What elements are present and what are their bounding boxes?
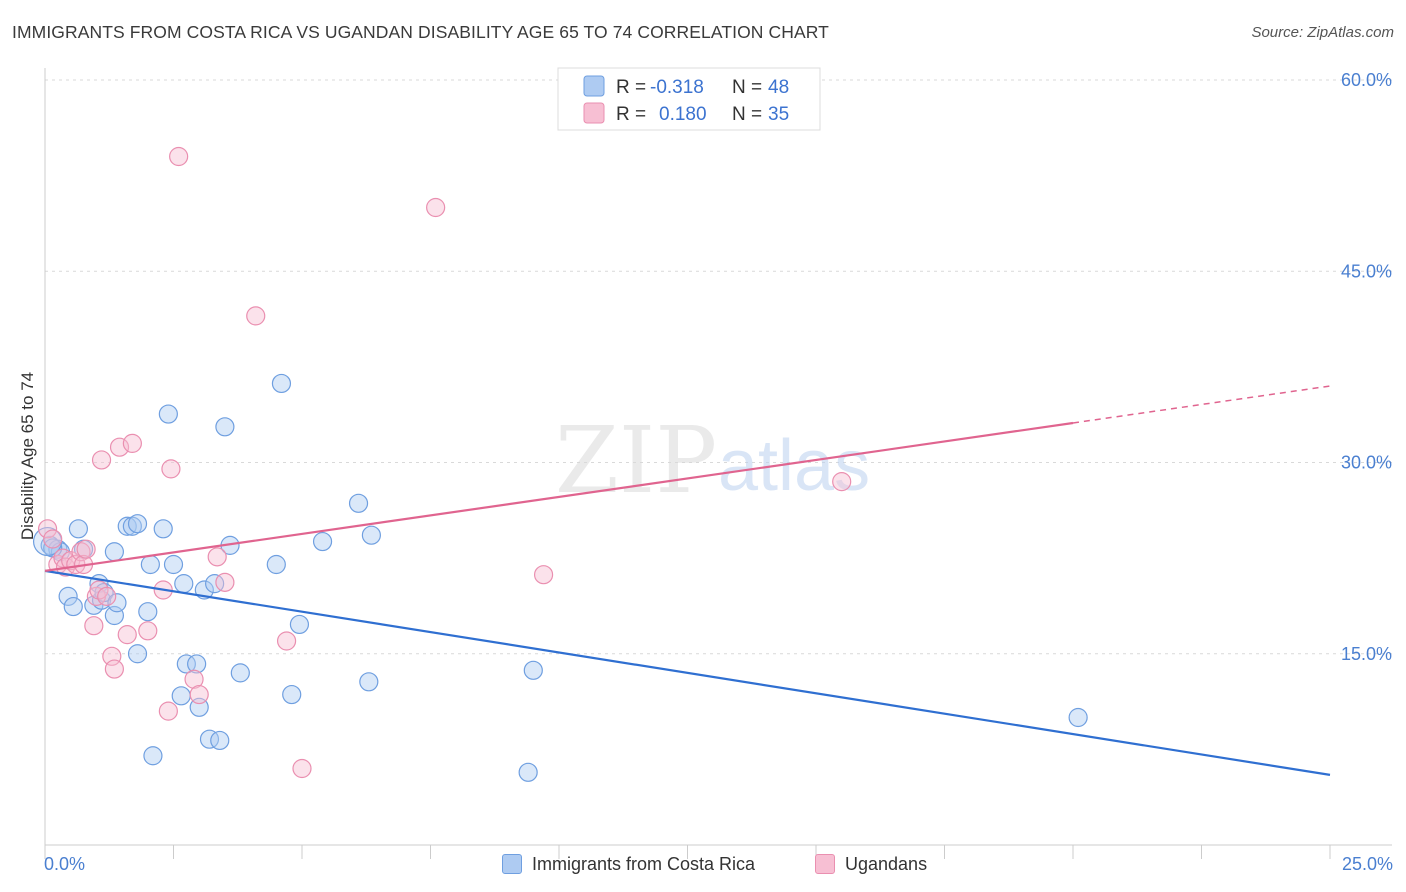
legend-swatch-ugandans — [815, 854, 835, 874]
costa-rica-point-43 — [361, 525, 381, 545]
ugandans-point-28 — [215, 572, 235, 592]
x-tick-label-1: 25.0% — [1342, 854, 1393, 874]
ugandans-point-26 — [189, 684, 209, 705]
ugandans-point-9 — [76, 539, 96, 559]
y-tick-label-2: 45.0% — [1341, 261, 1392, 281]
costa-rica-point-39 — [289, 614, 310, 635]
costa-rica-point-32 — [210, 730, 230, 751]
ugandans-point-33 — [533, 565, 554, 585]
ugandans-point-24 — [169, 146, 189, 167]
costa-rica-point-30 — [199, 729, 220, 749]
ugandans-point-34 — [832, 472, 852, 492]
ugandans-point-30 — [276, 631, 297, 651]
costa-rica-point-26 — [176, 654, 196, 674]
ugandans-point-25 — [184, 669, 204, 689]
legend-n-label-2: N = — [732, 104, 762, 125]
legend-swatch-costa-rica — [502, 854, 522, 874]
costa-rica-trend-line — [44, 569, 1331, 776]
costa-rica-point-41 — [348, 493, 369, 513]
legend-label-ugandans: Ugandans — [845, 853, 928, 874]
costa-rica-point-42 — [359, 672, 379, 692]
ugandans-point-23 — [161, 459, 181, 479]
ugandans-point-12 — [89, 580, 109, 600]
costa-rica-point-44 — [518, 762, 538, 782]
y-tick-label-0: 15.0% — [1341, 644, 1392, 664]
costa-rica-point-20 — [143, 746, 163, 766]
x-tick-label-0: 0.0% — [44, 854, 85, 874]
chart-title: IMMIGRANTS FROM COSTA RICA VS UGANDAN DI… — [12, 22, 829, 42]
costa-rica-point-35 — [230, 663, 250, 683]
costa-rica-point-18 — [138, 602, 158, 622]
ugandans-point-20 — [138, 621, 158, 641]
costa-rica-point-12 — [107, 593, 127, 613]
legend-n-label-1: N = — [732, 77, 762, 98]
ugandans-point-32 — [426, 197, 446, 218]
ugandans-point-27 — [207, 547, 227, 567]
legend-swatch-pink — [583, 102, 605, 124]
costa-rica-point-13 — [104, 542, 124, 562]
watermark: ZIP atlas — [555, 407, 870, 514]
legend-r-label-2: R = — [616, 104, 646, 125]
y-tick-label-1: 30.0% — [1341, 453, 1392, 473]
costa-rica-point-24 — [171, 686, 191, 706]
costa-rica-point-46 — [1068, 707, 1088, 728]
legend-n-value-1: 48 — [768, 77, 789, 98]
legend-r-value-2: 0.180 — [659, 104, 707, 125]
axes — [44, 68, 1392, 859]
costa-rica-point-22 — [158, 404, 178, 424]
costa-rica-point-36 — [266, 554, 286, 575]
costa-rica-point-17 — [127, 644, 148, 664]
costa-rica-point-5 — [68, 519, 89, 539]
legend-r-label-1: R = — [616, 77, 646, 98]
legend-item-ugandans: Ugandans — [815, 852, 927, 876]
costa-rica-point-38 — [282, 684, 302, 705]
ugandans-point-10 — [84, 616, 104, 636]
ugandans-point-0 — [37, 519, 58, 539]
trend-lines — [44, 385, 1331, 776]
ugandans-point-31 — [292, 758, 312, 779]
costa-rica-point-27 — [187, 654, 207, 674]
ugandans-trend-line — [44, 421, 1074, 572]
watermark-zip: ZIP — [555, 407, 717, 514]
costa-rica-point-25 — [174, 574, 194, 594]
watermark-atlas: atlas — [718, 426, 870, 506]
ugandans-point-22 — [158, 701, 178, 721]
legend-n-value-2: 35 — [768, 104, 789, 125]
costa-rica-point-19 — [140, 554, 160, 575]
y-tick-label-3: 60.0% — [1341, 70, 1392, 90]
source-label: Source: ZipAtlas.com — [1251, 24, 1394, 41]
costa-rica-point-40 — [312, 531, 333, 552]
costa-rica-point-31 — [205, 574, 225, 594]
costa-rica-point-23 — [163, 554, 184, 575]
legend-r-value-1: -0.318 — [650, 77, 704, 98]
ugandans-trend-extension — [1072, 385, 1331, 424]
ugandans-point-1 — [43, 529, 63, 549]
costa-rica-point-37 — [271, 373, 292, 394]
legend-item-costa-rica: Immigrants from Costa Rica — [502, 852, 755, 876]
costa-rica-point-16 — [127, 514, 148, 534]
costa-rica-point-33 — [215, 417, 235, 437]
costa-rica-point-15 — [122, 516, 142, 536]
grid-lines — [45, 79, 1392, 655]
legend-swatch-blue — [583, 75, 605, 97]
tick-labels: 15.0% 30.0% 45.0% 60.0% 0.0% 25.0% — [44, 70, 1393, 874]
legend-label-costa-rica: Immigrants from Costa Rica — [532, 853, 756, 874]
ugandans-point-16 — [104, 659, 124, 679]
series-costa-rica-points — [32, 373, 1088, 782]
legend-box: R = -0.318 N = 48 R = 0.180 N = 35 — [557, 67, 821, 131]
costa-rica-point-21 — [153, 519, 173, 539]
ugandans-point-17 — [109, 437, 130, 457]
ugandans-point-13 — [91, 450, 112, 470]
costa-rica-point-45 — [523, 660, 543, 680]
ugandans-point-29 — [246, 306, 266, 326]
ugandans-point-18 — [117, 625, 137, 645]
costa-rica-point-3 — [58, 586, 78, 606]
ugandans-point-19 — [122, 433, 142, 453]
series-ugandans-points — [37, 146, 852, 779]
costa-rica-point-4 — [63, 596, 83, 617]
ugandans-point-14 — [97, 586, 117, 606]
